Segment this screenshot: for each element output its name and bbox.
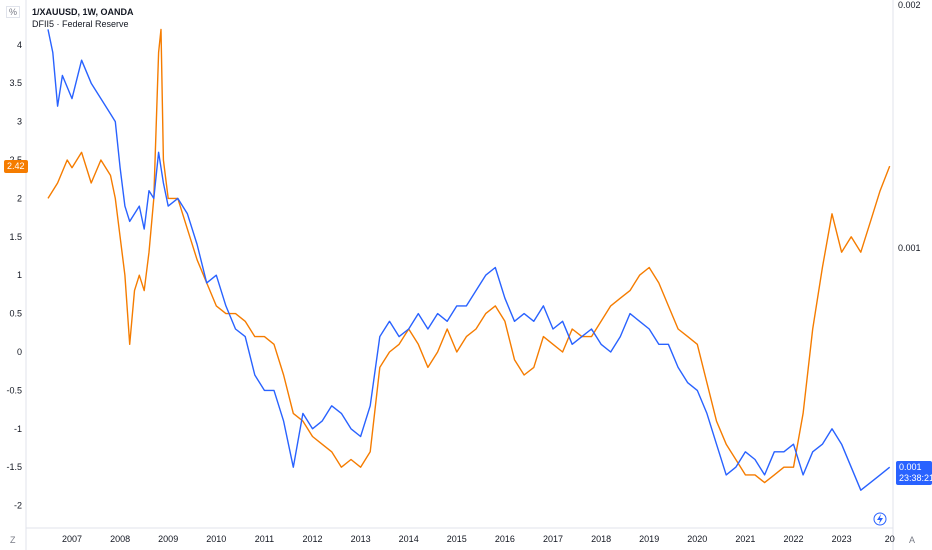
legend-indicator-line: DFII5 · Federal Reserve: [32, 19, 129, 29]
x-tick-label: 20: [885, 534, 895, 544]
x-tick-label: 2020: [687, 534, 707, 544]
zoom-reset-button[interactable]: Z: [10, 535, 16, 545]
x-tick-label: 2007: [62, 534, 82, 544]
bar-countdown: 23:38:21: [899, 473, 932, 483]
percent-scale-button[interactable]: %: [6, 6, 21, 18]
left-tick-label: 1: [17, 270, 22, 280]
x-tick-label: 2018: [591, 534, 611, 544]
left-tick-label: 3: [17, 117, 22, 127]
left-tick-label: -1.5: [6, 462, 22, 472]
right-axis: 0.002 0.001: [898, 0, 921, 253]
left-tick-label: 2: [17, 193, 22, 203]
x-tick-label: 2013: [351, 534, 371, 544]
right-tick-label: 0.002: [898, 0, 921, 10]
auto-scale-button[interactable]: A: [909, 535, 916, 545]
x-tick-label: 2008: [110, 534, 130, 544]
left-tick-label: 3.5: [9, 78, 22, 88]
blue-series-line: [47, 29, 891, 491]
chart-legend: 1/XAUUSD, 1W, OANDA DFII5 · Federal Rese…: [32, 6, 134, 30]
x-tick-label: 2019: [639, 534, 659, 544]
x-tick-label: 2010: [206, 534, 226, 544]
left-tick-label: 0.5: [9, 309, 22, 319]
left-tick-label: 0: [17, 347, 22, 357]
x-tick-label: 2009: [158, 534, 178, 544]
x-tick-label: 2012: [302, 534, 322, 544]
legend-symbol-line: 1/XAUUSD, 1W, OANDA: [32, 7, 134, 17]
x-tick-label: 2021: [735, 534, 755, 544]
blue-last-value: 0.001: [899, 462, 922, 472]
orange-last-price-label: 2.42: [4, 160, 28, 173]
left-tick-label: -2: [14, 501, 22, 511]
x-tick-label: 2015: [447, 534, 467, 544]
lightning-icon[interactable]: [873, 512, 887, 526]
x-tick-label: 2016: [495, 534, 515, 544]
x-tick-label: 2023: [832, 534, 852, 544]
left-tick-label: -1: [14, 424, 22, 434]
left-tick-label: 1.5: [9, 232, 22, 242]
orange-series-line: [47, 28, 891, 484]
left-tick-label: 4: [17, 40, 22, 50]
x-tick-label: 2017: [543, 534, 563, 544]
left-tick-label: -0.5: [6, 385, 22, 395]
x-tick-label: 2022: [783, 534, 803, 544]
blue-last-price-label: 0.001 23:38:21: [896, 461, 932, 485]
x-tick-label: 2014: [399, 534, 419, 544]
x-tick-label: 2011: [255, 534, 274, 544]
right-tick-label: 0.001: [898, 243, 921, 253]
x-axis: 2007 2008 2009 2010 2011 2012 2013 2014 2015 2016…: [62, 534, 895, 544]
